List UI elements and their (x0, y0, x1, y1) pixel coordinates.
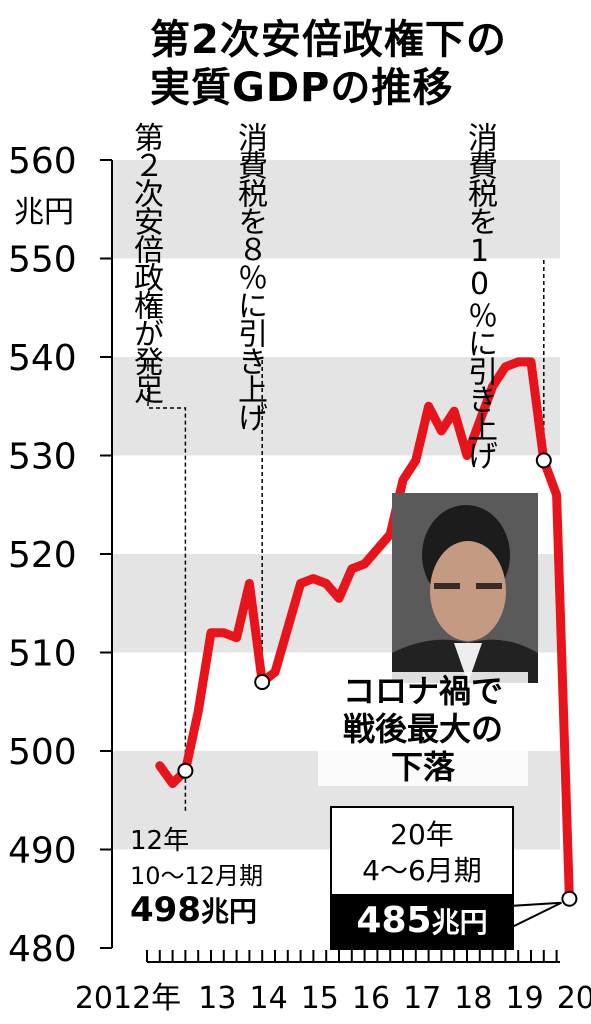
end-period-line1: 20年 (390, 818, 454, 851)
start-value-label: 498兆円 (130, 890, 257, 930)
covid-callout-line3: 下落 (390, 748, 455, 786)
x-tick-label: 15 (301, 981, 339, 1016)
y-tick-group: 480 490 500 510 520 530 540 550 560 (8, 141, 112, 970)
y-tick-label: 490 (8, 831, 77, 872)
annotation-tax-8: 消費税を８％に引き上げ (232, 122, 267, 430)
highlight-point (561, 890, 578, 907)
x-tick-label: 14 (250, 981, 288, 1016)
leader-abe-start (147, 360, 187, 763)
start-period-line2: 10〜12月期 (130, 862, 264, 890)
x-tick-label: 13 (198, 981, 236, 1016)
y-tick-label: 540 (8, 338, 77, 379)
end-value-unit: 兆円 (431, 906, 488, 939)
x-tick-label: 19 (506, 981, 544, 1016)
highlighted-points (177, 452, 578, 907)
end-box-pointer (509, 901, 562, 930)
covid-callout: コロナ禍で 戦後最大の 下落 (318, 672, 528, 786)
annotation-abe-start: 第２次安倍政権が発足 (128, 122, 163, 402)
y-tick-label: 530 (8, 437, 77, 478)
x-tick-label: 16 (352, 981, 390, 1016)
x-tick-label: 20 (557, 981, 591, 1016)
y-tick-label: 550 (8, 240, 77, 281)
x-tick-label: 18 (454, 981, 492, 1016)
x-tick-group: 2012年 13 14 15 16 17 18 19 20 (75, 950, 591, 1016)
y-tick-label: 560 (8, 141, 77, 182)
covid-callout-line1: コロナ禍で (342, 672, 503, 710)
annotation-tax-10: 消費税を10％に引き上げ (462, 122, 497, 468)
y-tick-label: 520 (8, 535, 77, 576)
end-value-label: 485兆円 (332, 894, 512, 948)
y-tick-label: 480 (8, 929, 77, 970)
start-value-unit: 兆円 (200, 895, 257, 928)
highlight-point (254, 674, 271, 691)
chart-title-line2: 実質GDPの推移 (150, 65, 454, 111)
series-line-gdp (155, 357, 574, 904)
covid-callout-line2: 戦後最大の (342, 710, 503, 748)
end-value-box: 20年 4〜6月期 485兆円 (330, 806, 514, 950)
end-period-line2: 4〜6月期 (362, 854, 482, 887)
end-value: 485 (356, 900, 432, 941)
grid-band (112, 160, 560, 259)
chart-title-line1: 第2次安倍政権下の (150, 17, 507, 63)
highlight-point (177, 762, 194, 779)
start-value: 498 (130, 890, 201, 930)
y-tick-label: 510 (8, 634, 77, 675)
x-tick-label: 2012年 (75, 981, 181, 1016)
y-tick-label: 500 (8, 732, 77, 773)
portrait-photo (392, 493, 538, 683)
x-tick-label: 17 (403, 981, 441, 1016)
start-period-line1: 12年 (130, 826, 190, 856)
highlight-point (535, 452, 552, 469)
y-axis-unit-label: 兆円 (14, 195, 74, 230)
